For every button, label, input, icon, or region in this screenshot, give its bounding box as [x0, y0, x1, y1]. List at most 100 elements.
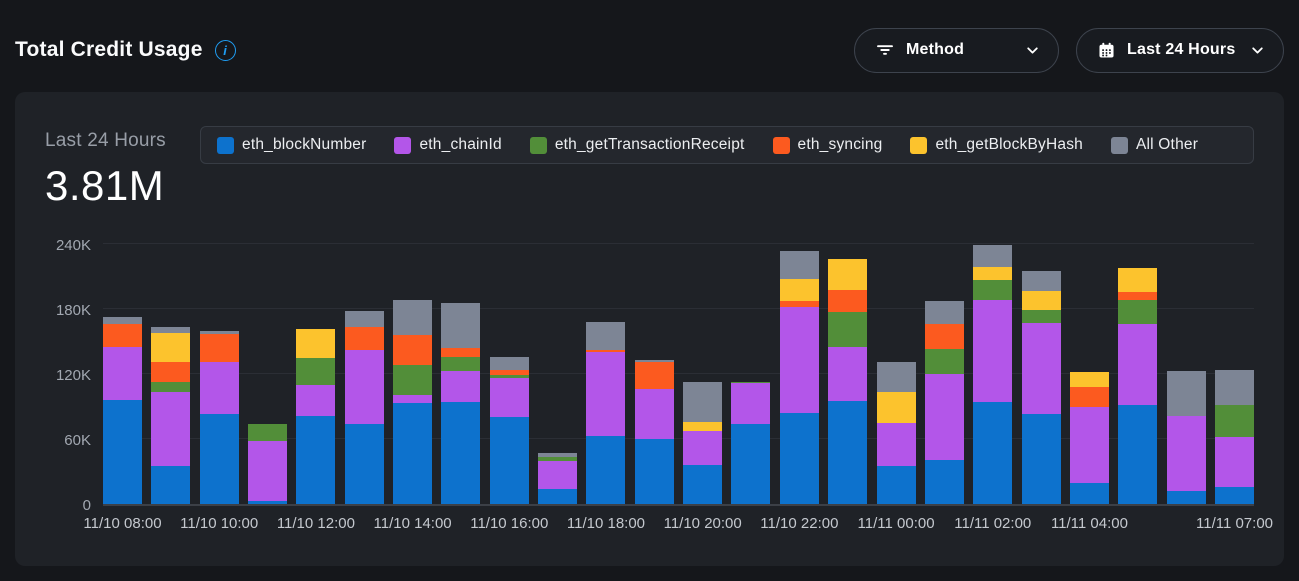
bar-segment: [828, 401, 868, 504]
bar-segment: [489, 417, 529, 504]
bar-segment: [489, 356, 529, 370]
bar-segment: [393, 403, 433, 504]
bar[interactable]: [1118, 267, 1158, 504]
bar-segment: [103, 316, 142, 325]
bar-segment: [973, 245, 1013, 267]
bar[interactable]: [296, 328, 336, 504]
bar-segment: [586, 352, 626, 436]
bar[interactable]: [924, 301, 964, 504]
bar-segment: [779, 413, 819, 504]
bar-segment: [441, 302, 481, 349]
bar-segment: [1069, 371, 1109, 388]
bar-segment: [538, 488, 578, 504]
bar-segment: [779, 278, 819, 302]
bar-segment: [1021, 290, 1061, 311]
bar-segment: [924, 301, 964, 325]
bar-segment: [248, 500, 288, 504]
method-filter-dropdown[interactable]: Method: [854, 27, 1059, 73]
bar-segment: [634, 389, 674, 439]
bar-segment: [731, 381, 771, 383]
legend-item: eth_syncing: [772, 136, 883, 154]
bar-segment: [876, 392, 916, 423]
bars-container: [103, 238, 1254, 504]
bar-segment: [634, 439, 674, 504]
y-tick-label: 0: [82, 497, 91, 514]
legend-label: eth_chainId: [419, 136, 502, 153]
chevron-down-icon: [1025, 43, 1040, 58]
bar-segment: [151, 466, 191, 504]
time-range-dropdown[interactable]: Last 24 Hours: [1076, 27, 1284, 73]
bar-segment: [1214, 405, 1254, 437]
bar[interactable]: [586, 322, 626, 504]
method-filter-label: Method: [906, 41, 965, 58]
legend-item: eth_getBlockByHash: [910, 136, 1083, 154]
bar-segment: [199, 414, 239, 504]
card-top-row: Last 24 Hours 3.81M eth_blockNumber eth_c…: [45, 112, 1254, 210]
legend-item: All Other: [1110, 136, 1199, 154]
info-icon[interactable]: i: [214, 39, 236, 61]
bar-segment: [779, 301, 819, 307]
bar-segment: [1021, 310, 1061, 324]
bar-segment: [441, 370, 481, 403]
legend-item: eth_chainId: [394, 136, 502, 154]
gridline: [103, 243, 1254, 244]
credit-usage-card: Last 24 Hours 3.81M eth_blockNumber eth_c…: [15, 92, 1284, 566]
bar-segment: [248, 441, 288, 501]
bar-segment: [828, 289, 868, 313]
header-filters: Method: [854, 27, 1284, 73]
bar-segment: [103, 324, 142, 347]
x-tick-label: 11/10 12:00: [276, 515, 355, 532]
bar[interactable]: [731, 381, 771, 504]
bar[interactable]: [103, 316, 142, 504]
legend-label: All Other: [1135, 136, 1199, 153]
bar-segment: [199, 362, 239, 415]
bar[interactable]: [151, 327, 191, 504]
bar-segment: [151, 332, 191, 363]
bar[interactable]: [779, 250, 819, 504]
bar-segment: [489, 378, 529, 418]
bar[interactable]: [344, 311, 384, 504]
bar[interactable]: [973, 245, 1013, 504]
bar[interactable]: [248, 423, 288, 504]
bar[interactable]: [489, 356, 529, 504]
usage-summary: Last 24 Hours 3.81M: [45, 112, 200, 210]
bar-segment: [103, 346, 142, 400]
x-tick-label: 11/11 04:00: [1050, 515, 1128, 532]
legend: eth_blockNumber eth_chainId eth_getTransac…: [200, 126, 1254, 164]
bar[interactable]: [538, 453, 578, 504]
bar[interactable]: [199, 330, 239, 504]
bar-segment: [344, 327, 384, 351]
legend-label: eth_syncing: [797, 136, 883, 153]
bar-segment: [538, 453, 578, 458]
bar[interactable]: [1166, 370, 1206, 504]
bar[interactable]: [828, 259, 868, 504]
bar-segment: [924, 324, 964, 350]
bar[interactable]: [634, 359, 674, 504]
bar[interactable]: [393, 300, 433, 504]
time-range-label: Last 24 Hours: [1127, 41, 1236, 58]
bar-segment: [296, 357, 336, 385]
bar[interactable]: [1021, 271, 1061, 504]
summary-total-value: 3.81M: [45, 162, 165, 209]
legend-swatch: [910, 136, 928, 154]
bar-segment: [1166, 416, 1206, 491]
bar[interactable]: [1214, 369, 1254, 504]
legend-label: eth_getBlockByHash: [935, 136, 1083, 153]
bar-segment: [151, 392, 191, 467]
header-title-group: Total Credit Usage i: [15, 38, 236, 62]
bar-segment: [586, 322, 626, 351]
bar-segment: [924, 374, 964, 460]
bar-segment: [1021, 323, 1061, 415]
legend-swatch: [772, 136, 790, 154]
bar[interactable]: [876, 362, 916, 504]
bar-segment: [1166, 491, 1206, 504]
bar[interactable]: [683, 381, 723, 504]
bar[interactable]: [441, 302, 481, 504]
bar[interactable]: [1069, 371, 1109, 504]
bar-segment: [344, 350, 384, 424]
stacked-bar-chart: 0 60K 120K 180K 240K 11/10 08:00 11/10 10:00 1…: [45, 237, 1273, 536]
legend-item: eth_blockNumber: [217, 136, 366, 154]
bar-segment: [1069, 406, 1109, 484]
legend-label: eth_blockNumber: [242, 136, 367, 153]
